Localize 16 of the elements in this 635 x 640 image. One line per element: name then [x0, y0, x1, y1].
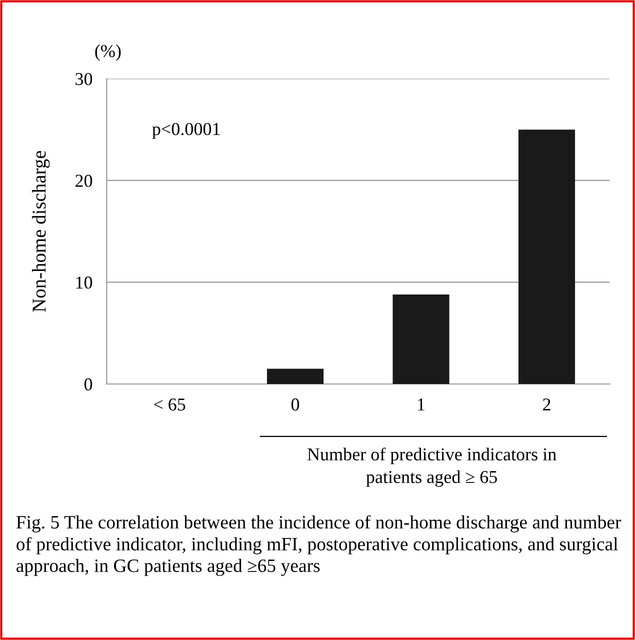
- caption: Fig. 5 The correlation between the incidence of non-home discharge and number of predictive indicator, including mFI, postoperative complications, and surgical approach, in GC patients aged ≥65 years: [16, 515, 622, 576]
- y-tick-label: 20: [76, 174, 92, 187]
- annotation: p<0.0001: [152, 122, 220, 139]
- x-tick-label: 1: [418, 398, 424, 410]
- x-tick-label: < 65: [154, 398, 186, 411]
- bar: [392, 294, 450, 384]
- y-axis-title: Non-home discharge: [32, 150, 50, 312]
- y-tick-label: 0: [84, 378, 92, 390]
- y-tick-label: 10: [76, 276, 92, 289]
- bar: [266, 368, 324, 384]
- y-tick-label: 30: [76, 72, 92, 86]
- x-axis-title: Number of predictive indicators in patients aged ≥ 65: [307, 448, 556, 487]
- x-tick-label: 0: [291, 398, 300, 411]
- bar: [518, 130, 576, 384]
- x-tick-label: 2: [543, 398, 550, 410]
- text: (%): [95, 44, 121, 61]
